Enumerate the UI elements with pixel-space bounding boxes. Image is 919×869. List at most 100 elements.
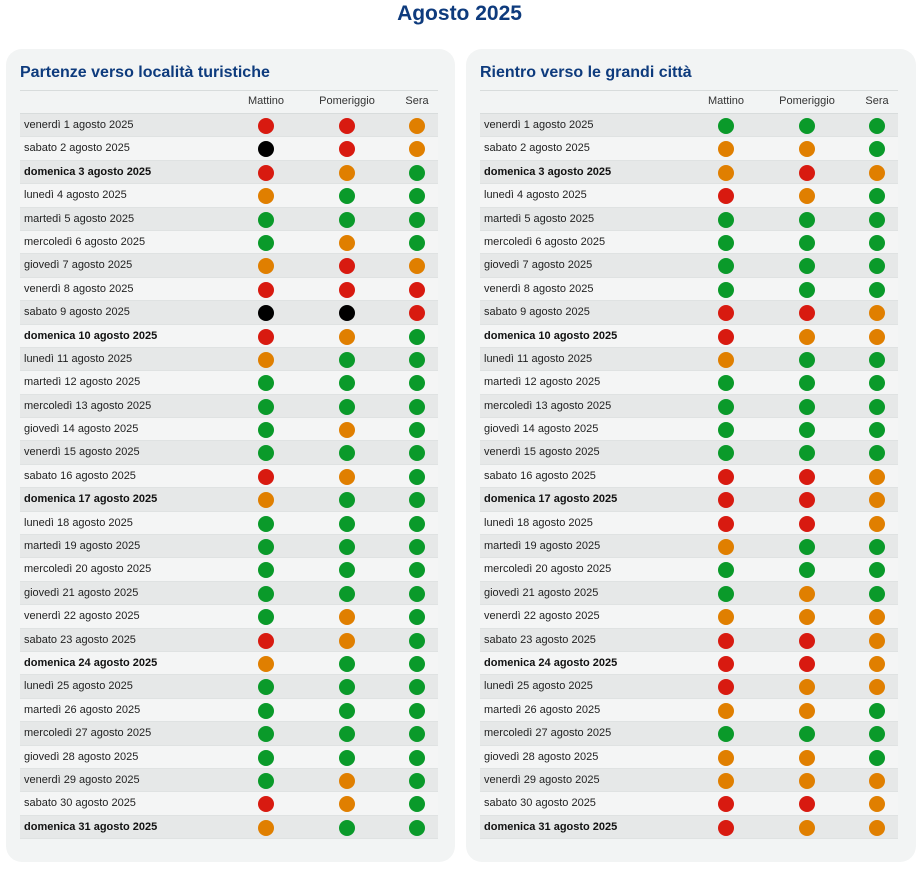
row-date: martedì 26 agosto 2025 (484, 703, 601, 716)
status-dot-pomeriggio (799, 141, 815, 158)
status-dot-pomeriggio (339, 515, 355, 532)
row-date: sabato 23 agosto 2025 (24, 633, 136, 646)
status-dot-pomeriggio (339, 351, 355, 368)
table-row: martedì 19 agosto 2025 (480, 535, 898, 559)
table-row: mercoledì 13 agosto 2025 (20, 394, 438, 419)
row-date: mercoledì 6 agosto 2025 (24, 235, 146, 248)
table-row: sabato 2 agosto 2025 (480, 137, 898, 161)
row-date: domenica 10 agosto 2025 (484, 329, 618, 342)
status-dot-mattino (258, 375, 274, 392)
table-row: sabato 30 agosto 2025 (480, 792, 898, 816)
status-dot-mattino (258, 632, 274, 649)
status-dot-sera (409, 351, 425, 368)
row-date: giovedì 14 agosto 2025 (24, 423, 139, 436)
status-dot-mattino (258, 562, 274, 579)
table-row: mercoledì 13 agosto 2025 (480, 394, 898, 419)
table-row: venerdì 22 agosto 2025 (20, 605, 438, 629)
row-date: sabato 16 agosto 2025 (24, 469, 136, 482)
table-row: lunedì 4 agosto 2025 (480, 184, 898, 208)
status-dot-sera (409, 468, 425, 485)
status-dot-sera (869, 632, 885, 649)
table-row: venerdì 29 agosto 2025 (480, 768, 898, 793)
status-dot-pomeriggio (799, 819, 815, 836)
status-dot-pomeriggio (799, 351, 815, 368)
table-header: Mattino Pomeriggio Sera (20, 90, 438, 114)
table-row: lunedì 18 agosto 2025 (20, 511, 438, 536)
table-row: domenica 3 agosto 2025 (480, 160, 898, 185)
status-dot-sera (409, 118, 425, 134)
status-dot-sera (409, 141, 425, 158)
status-dot-sera (409, 585, 425, 602)
table-row: giovedì 21 agosto 2025 (20, 581, 438, 606)
table-row: domenica 31 agosto 2025 (20, 815, 438, 840)
row-date: venerdì 8 agosto 2025 (484, 282, 594, 295)
row-date: mercoledì 20 agosto 2025 (24, 563, 152, 576)
table-row: giovedì 7 agosto 2025 (20, 254, 438, 278)
status-dot-pomeriggio (339, 305, 355, 322)
status-dot-sera (869, 539, 885, 556)
status-dot-pomeriggio (339, 726, 355, 743)
status-dot-sera (869, 702, 885, 719)
status-dot-mattino (258, 492, 274, 509)
status-dot-mattino (718, 539, 734, 556)
status-dot-sera (869, 749, 885, 766)
table-row: lunedì 11 agosto 2025 (480, 347, 898, 372)
status-dot-pomeriggio (339, 141, 355, 158)
status-dot-mattino (718, 632, 734, 649)
status-dot-pomeriggio (799, 655, 815, 672)
status-dot-pomeriggio (339, 258, 355, 275)
status-dot-pomeriggio (799, 492, 815, 509)
status-dot-sera (869, 726, 885, 743)
status-dot-sera (409, 539, 425, 556)
status-dot-mattino (718, 562, 734, 579)
status-dot-sera (409, 164, 425, 181)
table-row: giovedì 21 agosto 2025 (480, 581, 898, 606)
status-dot-mattino (258, 351, 274, 368)
table-row: venerdì 8 agosto 2025 (20, 277, 438, 302)
status-dot-pomeriggio (339, 234, 355, 251)
status-dot-sera (409, 819, 425, 836)
table-row: giovedì 28 agosto 2025 (480, 745, 898, 769)
status-dot-sera (409, 375, 425, 392)
status-dot-mattino (718, 375, 734, 392)
status-dot-pomeriggio (799, 772, 815, 789)
status-dot-mattino (718, 796, 734, 813)
status-dot-sera (409, 492, 425, 509)
table-row: mercoledì 6 agosto 2025 (480, 230, 898, 255)
status-dot-sera (869, 445, 885, 462)
status-dot-pomeriggio (799, 585, 815, 602)
status-dot-mattino (258, 211, 274, 228)
status-dot-sera (869, 164, 885, 181)
table-row: sabato 23 agosto 2025 (20, 628, 438, 652)
panel-title: Rientro verso le grandi città (480, 64, 692, 81)
row-date: sabato 9 agosto 2025 (24, 306, 130, 319)
status-dot-mattino (258, 772, 274, 789)
table-row: lunedì 18 agosto 2025 (480, 511, 898, 536)
status-dot-sera (869, 258, 885, 275)
status-dot-mattino (718, 422, 734, 439)
status-dot-sera (409, 234, 425, 251)
row-date: giovedì 14 agosto 2025 (484, 423, 599, 436)
table-row: sabato 16 agosto 2025 (480, 464, 898, 489)
status-dot-sera (869, 609, 885, 626)
table-row: giovedì 14 agosto 2025 (480, 418, 898, 442)
status-dot-pomeriggio (339, 702, 355, 719)
column-header-pomeriggio: Pomeriggio (779, 95, 835, 107)
status-dot-pomeriggio (799, 258, 815, 275)
status-dot-sera (409, 562, 425, 579)
status-dot-sera (869, 492, 885, 509)
status-dot-sera (409, 796, 425, 813)
table-row: martedì 12 agosto 2025 (480, 371, 898, 395)
row-date: venerdì 1 agosto 2025 (484, 119, 594, 131)
status-dot-pomeriggio (799, 632, 815, 649)
table-row: venerdì 1 agosto 2025 (480, 114, 898, 138)
row-date: domenica 3 agosto 2025 (24, 165, 152, 178)
status-dot-sera (869, 328, 885, 345)
status-dot-pomeriggio (339, 819, 355, 836)
row-date: domenica 17 agosto 2025 (484, 493, 618, 506)
table-row: martedì 19 agosto 2025 (20, 535, 438, 559)
status-dot-mattino (718, 515, 734, 532)
row-date: domenica 17 agosto 2025 (24, 493, 158, 506)
status-dot-mattino (718, 188, 734, 205)
status-dot-sera (409, 609, 425, 626)
